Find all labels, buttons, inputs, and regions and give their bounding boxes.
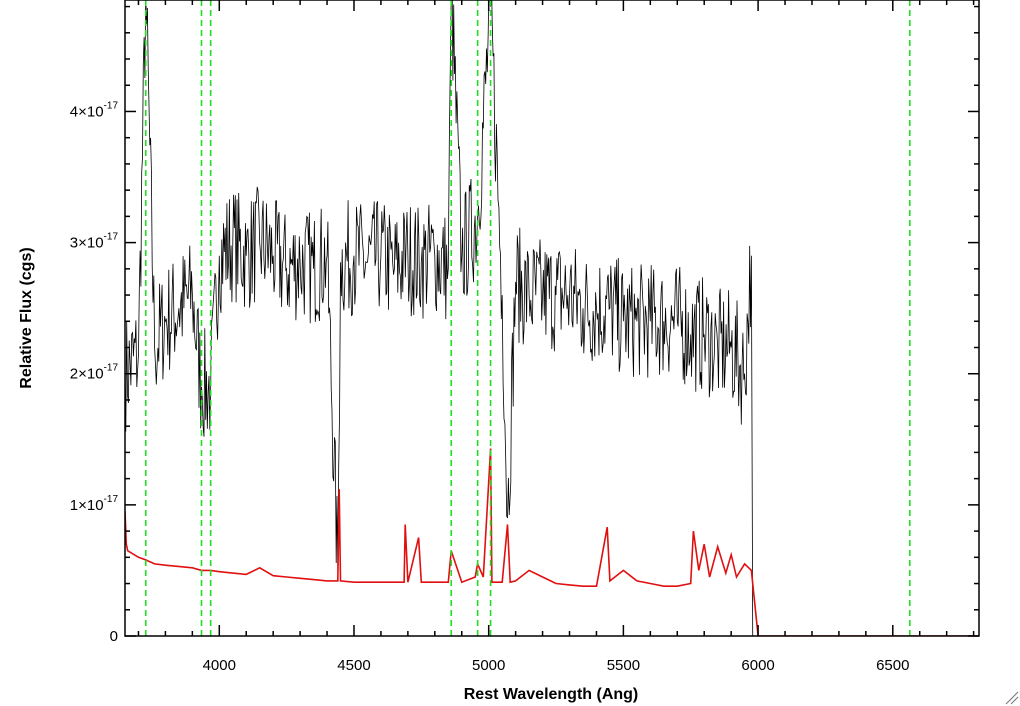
x-tick-label: 5500 xyxy=(607,657,640,674)
x-axis-title: Rest Wavelength (Ang) xyxy=(464,686,639,703)
x-tick-label: 4500 xyxy=(337,657,370,674)
y-axis-title: Relative Flux (cgs) xyxy=(18,247,35,388)
x-tick-label: 5000 xyxy=(472,657,505,674)
resize-grip-icon[interactable] xyxy=(1005,691,1019,705)
x-tick-label: 4000 xyxy=(203,657,236,674)
x-axis-ticks: 4000 4500 5000 5500 6000 6500 xyxy=(137,0,975,674)
plot-area xyxy=(125,0,979,636)
x-tick-label: 6500 xyxy=(876,657,909,674)
x-tick-label: 6000 xyxy=(741,657,774,674)
series-line-0 xyxy=(125,0,979,636)
y-axis-ticks: 01×10-172×10-173×10-174×10-17 xyxy=(70,5,979,645)
plot-frame xyxy=(124,0,980,637)
series-line-1 xyxy=(125,448,979,636)
y-tick-label: 0 xyxy=(110,628,118,645)
